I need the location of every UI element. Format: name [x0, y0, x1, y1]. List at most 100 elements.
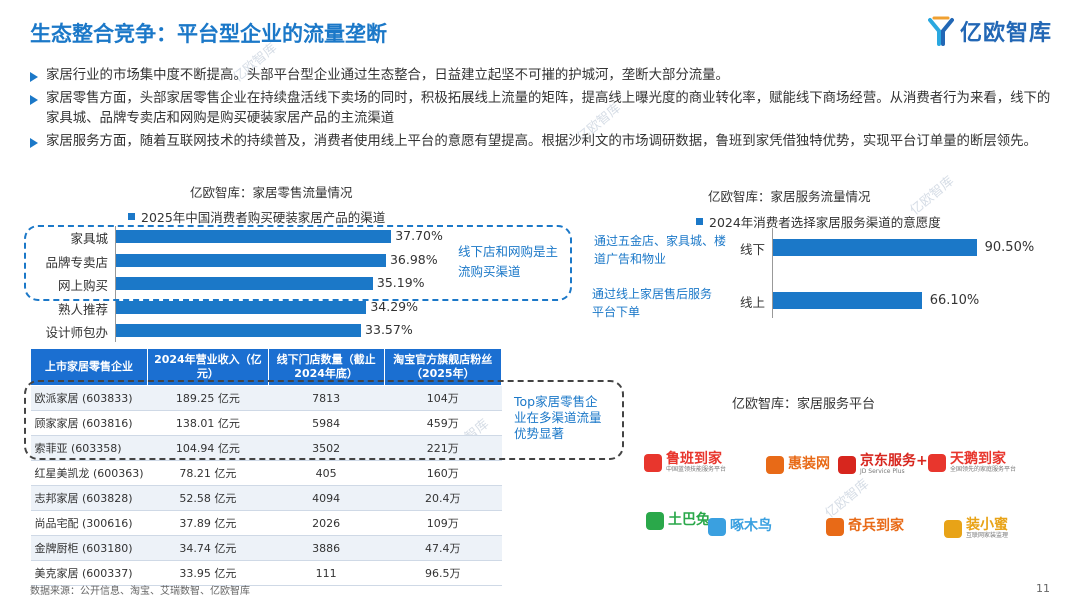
service-bar: [773, 239, 977, 256]
table-cell: 104.94 亿元: [147, 435, 269, 461]
table-header: 2024年营业收入（亿元）: [147, 348, 269, 386]
service-section-title: 亿欧智库：家居服务流量情况: [708, 189, 871, 204]
table-cell: 33.95 亿元: [147, 560, 269, 586]
table-header-row: 上市家居零售企业 2024年营业收入（亿元） 线下门店数量（截止2024年底） …: [29, 348, 503, 386]
retail-bar-value: 36.98%: [389, 251, 438, 267]
retail-section-title: 亿欧智库：家居零售流量情况: [190, 185, 353, 200]
table-cell: 5984: [268, 410, 385, 436]
retail-bar-label: 品牌专卖店: [45, 254, 108, 270]
table-cell: 47.4万: [384, 535, 502, 561]
table-note: Top家居零售企业在多渠道流量优势显著: [514, 394, 602, 441]
retail-bar-label: 家具城: [70, 231, 108, 246]
platform-tagline: 中国蓝领技能服务平台: [666, 466, 727, 474]
platform-name: 惠装网: [788, 456, 830, 473]
retail-bar-value: 34.29%: [370, 298, 418, 314]
table-cell: 405: [268, 460, 385, 486]
table-cell: 138.01 亿元: [147, 410, 269, 436]
retail-highlight-box: [24, 225, 572, 301]
retail-bar-label: 网上购买: [57, 278, 108, 293]
retail-note: 线下店和网购是主流购买渠道: [458, 244, 559, 279]
platform-logo-icon: [928, 453, 946, 472]
platform-name: 天鹅到家: [950, 451, 1006, 467]
retail-bar-label: 熟人推荐: [57, 301, 108, 317]
logo-text: 亿欧智库: [959, 21, 1052, 46]
retail-bar: [116, 300, 367, 314]
table-cell: 20.4万: [384, 485, 502, 511]
platform-logo: 鲁班到家 中国蓝领技能服务平台: [644, 451, 727, 474]
table-row: 欧派家居 (603833) 189.25 亿元 7813 104万: [30, 385, 502, 411]
retail-chart-title: 2025年中国消费者购买硬装家居产品的渠道: [141, 210, 386, 225]
bullet-item: 家居行业的市场集中度不断提高。头部平台型企业通过生态整合，日益建立起坚不可摧的护…: [30, 66, 1060, 86]
platform-name: 鲁班到家: [666, 451, 722, 467]
table-cell: 7813: [268, 385, 385, 411]
table-cell: 尚品宅配 (300616): [30, 510, 148, 536]
table-row: 美克家居 (600337) 33.95 亿元 111 96.5万: [30, 560, 502, 586]
table-header: 淘宝官方旗舰店粉丝（2025年）: [383, 348, 503, 386]
platform-name: 装小蜜: [966, 517, 1008, 533]
bullet-list: 家居行业的市场集中度不断提高。头部平台型企业通过生态整合，日益建立起坚不可摧的护…: [30, 66, 1060, 155]
platform-logo: 奇兵到家: [826, 518, 904, 536]
table-cell: 96.5万: [384, 560, 502, 586]
platform-name: 奇兵到家: [848, 518, 904, 535]
table-cell: 78.21 亿元: [147, 460, 269, 486]
bullet-item: 家居服务方面，随着互联网技术的持续普及，消费者使用线上平台的意愿有望提高。根据沙…: [30, 132, 1060, 152]
table-cell: 459万: [384, 410, 502, 436]
retail-bar: [116, 253, 386, 267]
table-cell: 欧派家居 (603833): [30, 385, 148, 411]
service-bar: [773, 292, 922, 309]
table-row: 尚品宅配 (300616) 37.89 亿元 2026 109万: [30, 510, 502, 536]
platform-logo-icon: [826, 518, 844, 536]
watermark: 亿欧智库: [822, 476, 873, 522]
table-cell: 34.74 亿元: [147, 535, 269, 561]
table-highlight-box: [24, 380, 624, 460]
table-cell: 4094: [268, 485, 385, 511]
service-bar-value: 90.50%: [984, 240, 1035, 255]
platform-logo: 京东服务+ JD Service Plus: [838, 453, 928, 476]
platform-logo: 天鹅到家 全国领先的家庭服务平台: [928, 451, 1017, 474]
table-cell: 111: [268, 560, 385, 586]
table-header: 上市家居零售企业: [29, 348, 149, 386]
platform-tagline: 互联网家装监理: [966, 532, 1009, 540]
legend-swatch: [128, 213, 135, 220]
retail-bar-label: 设计师包办: [45, 325, 108, 340]
table-row: 索菲亚 (603358) 104.94 亿元 3502 221万: [30, 435, 502, 461]
retail-company-table: 上市家居零售企业 2024年营业收入（亿元） 线下门店数量（截止2024年底） …: [29, 348, 503, 586]
platform-logo: 装小蜜 互联网家装监理: [944, 517, 1009, 540]
table-cell: 红星美凯龙 (600363): [30, 460, 148, 486]
platform-logo: 啄木鸟: [708, 518, 772, 536]
table-cell: 志邦家居 (603828): [30, 485, 148, 511]
platform-name: 京东服务+: [860, 453, 928, 469]
data-source: 数据来源：公开信息、淘宝、艾瑞数智、亿欧智库: [30, 586, 250, 597]
service-chart-title: 2024年消费者选择家居服务渠道的意愿度: [709, 215, 941, 230]
table-cell: 2026: [268, 510, 385, 536]
platform-tagline: 全国领先的家庭服务平台: [950, 466, 1017, 474]
platform-logo: 惠装网: [766, 456, 830, 474]
table-row: 顾家家居 (603816) 138.01 亿元 5984 459万: [30, 410, 502, 436]
platform-name: 土巴兔: [668, 512, 710, 529]
table-row: 金牌厨柜 (603180) 34.74 亿元 3886 47.4万: [30, 535, 502, 561]
platform-logo-icon: [646, 512, 664, 530]
table-cell: 52.58 亿元: [147, 485, 269, 511]
platform-tagline: JD Service Plus: [860, 468, 905, 476]
page-title: 生态整合竞争：平台型企业的流量垄断: [30, 22, 387, 46]
retail-bar: [116, 230, 392, 243]
service-bar-label: 线下: [739, 242, 765, 257]
table-header: 线下门店数量（截止2024年底）: [267, 348, 385, 386]
platform-logo-icon: [644, 453, 662, 472]
service-channel-note: 通过五金店、家具城、楼道广告和物业: [594, 234, 727, 266]
retail-bar-value: 37.70%: [395, 228, 443, 243]
retail-chart-axis: [115, 226, 116, 342]
table-row: 志邦家居 (603828) 52.58 亿元 4094 20.4万: [30, 485, 502, 511]
table-cell: 189.25 亿元: [147, 385, 269, 411]
retail-bar-value: 35.19%: [376, 275, 425, 290]
service-chart-legend: 2024年消费者选择家居服务渠道的意愿度: [696, 212, 941, 231]
table-row: 红星美凯龙 (600363) 78.21 亿元 405 160万: [30, 460, 502, 486]
retail-bar: [116, 324, 362, 337]
service-bar-label: 线上: [739, 295, 765, 310]
table-cell: 3886: [268, 535, 385, 561]
service-chart-axis: [772, 228, 773, 318]
table-cell: 109万: [384, 510, 502, 536]
retail-chart-legend: 2025年中国消费者购买硬装家居产品的渠道: [128, 207, 385, 226]
service-bar-value: 66.10%: [929, 293, 980, 308]
platform-logo-icon: [944, 519, 962, 538]
